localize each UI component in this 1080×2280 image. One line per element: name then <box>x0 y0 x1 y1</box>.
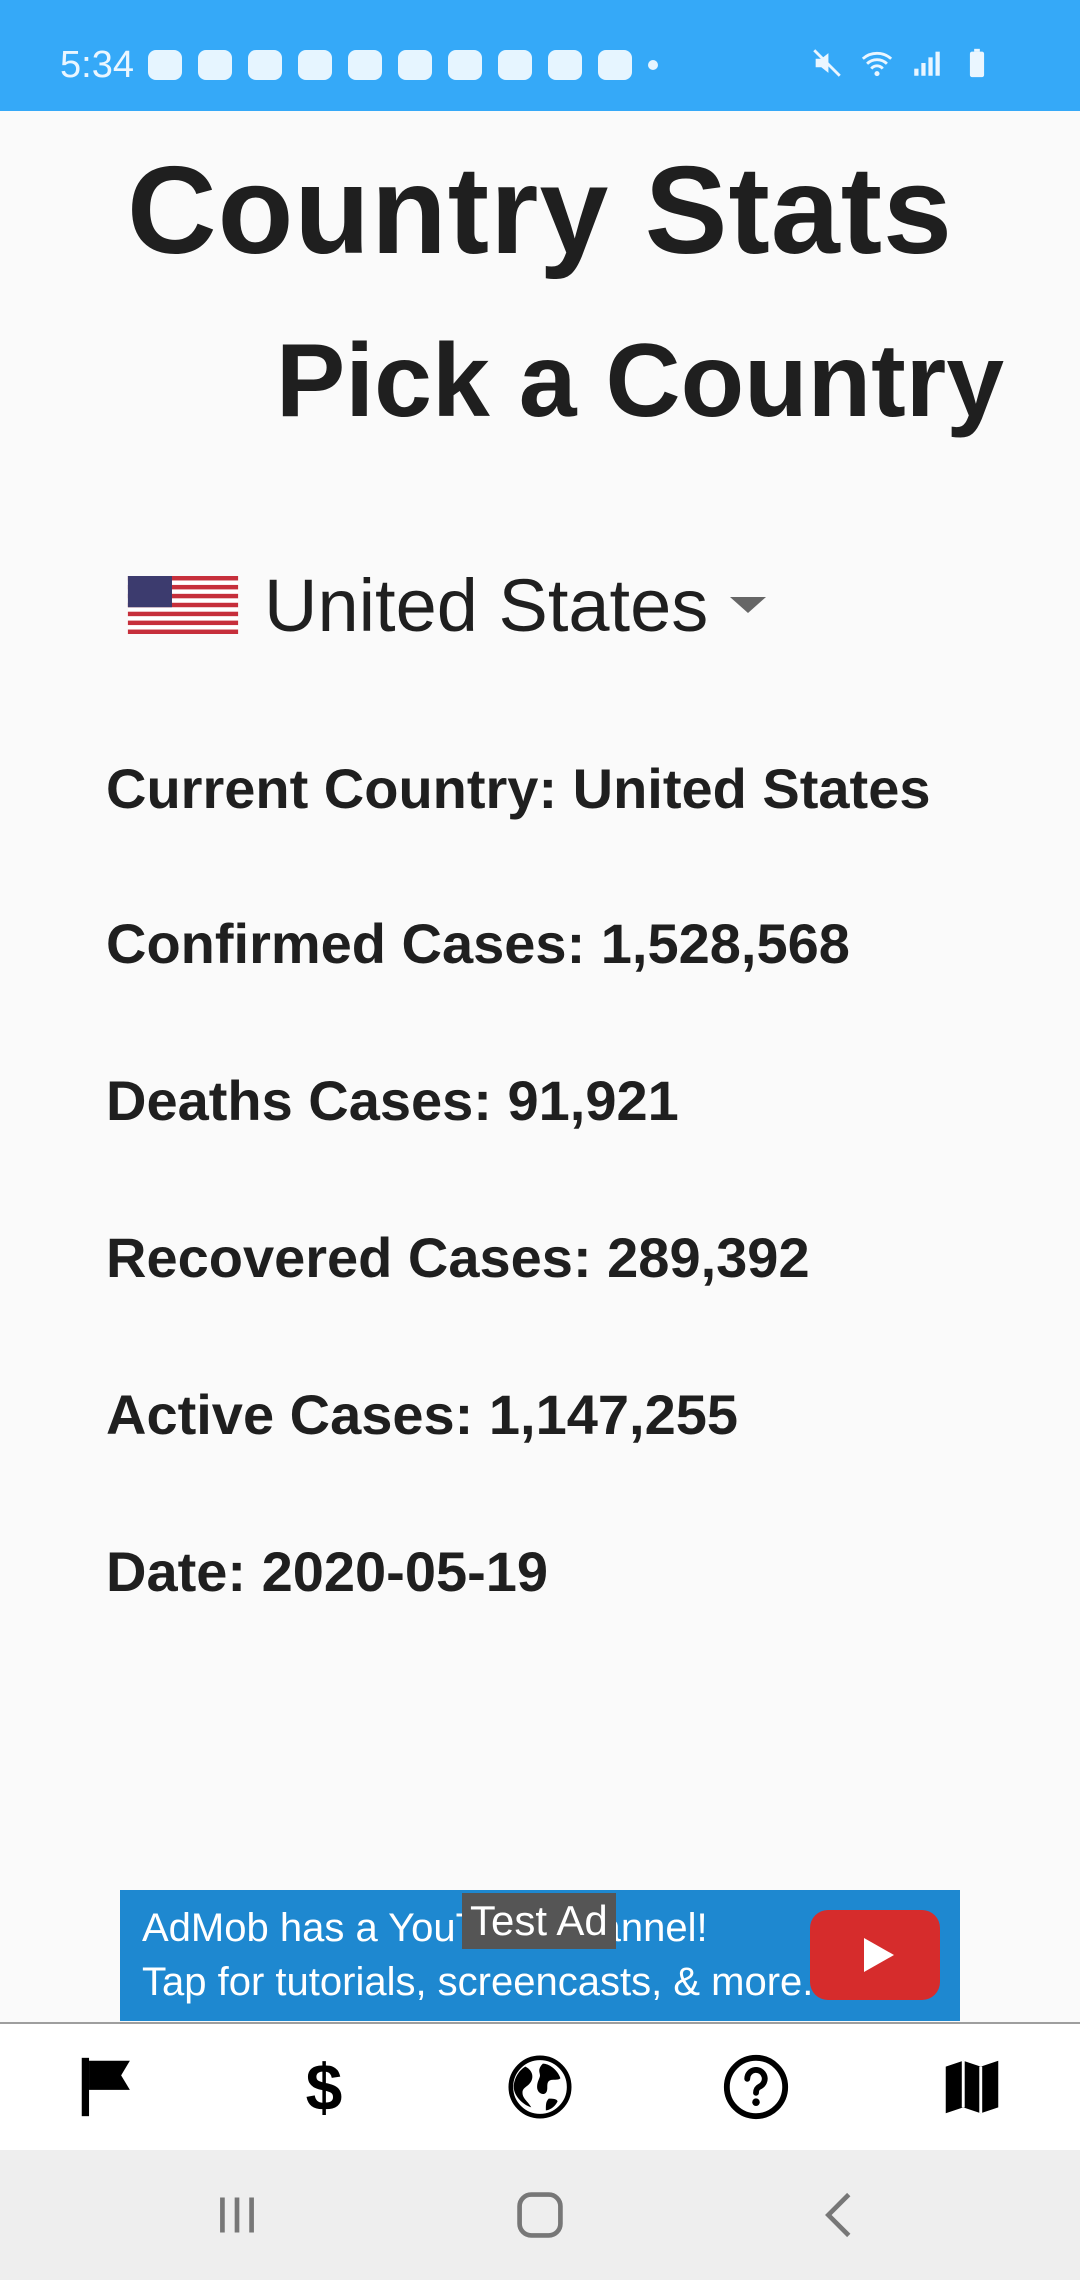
home-icon <box>517 2192 563 2238</box>
chevron-down-icon <box>730 597 767 613</box>
notification-icon <box>198 50 232 80</box>
dollar-icon: $ <box>305 2050 343 2124</box>
reddit-icon <box>498 50 532 80</box>
wifi-icon <box>861 51 893 77</box>
reddit-icon <box>348 50 382 80</box>
reddit-icon <box>398 50 432 80</box>
back-button[interactable] <box>805 2180 875 2250</box>
status-time: 5:34 <box>60 44 134 86</box>
battery-icon <box>969 48 985 78</box>
nav-country-stats[interactable] <box>0 2024 216 2150</box>
reddit-icon <box>448 50 482 80</box>
nav-map[interactable] <box>864 2024 1080 2150</box>
nav-help[interactable] <box>648 2024 864 2150</box>
flag-icon <box>81 2057 130 2117</box>
mail-icon <box>548 50 582 80</box>
page-subtitle: Pick a Country <box>275 323 1005 439</box>
recovered-cases-label: Recovered Cases: 289,392 <box>106 1226 810 1289</box>
nav-donate[interactable]: $ <box>216 2024 432 2150</box>
recents-button[interactable] <box>202 2180 272 2250</box>
help-icon <box>723 2054 789 2120</box>
selected-country: United States <box>264 563 709 647</box>
page-title: Country Stats <box>127 142 953 280</box>
country-dropdown[interactable]: United States <box>126 560 767 650</box>
back-icon <box>825 2192 851 2238</box>
signal-icon <box>914 51 940 76</box>
status-bar: 5:34 <box>0 0 1080 111</box>
gmail-icon <box>598 50 632 80</box>
ad-line-1: AdMob has a YouTube channel! <box>142 1906 708 1950</box>
home-button[interactable] <box>505 2180 575 2250</box>
globe-icon <box>508 2055 572 2119</box>
recents-icon <box>220 2197 254 2233</box>
us-flag-icon <box>127 576 239 634</box>
ad-line-2: Tap for tutorials, screencasts, & more. <box>142 1960 814 2004</box>
test-ad-badge: Test Ad <box>462 1893 616 1949</box>
current-country-label: Current Country: United States <box>106 757 931 820</box>
map-icon <box>945 2060 999 2114</box>
active-cases-label: Active Cases: 1,147,255 <box>106 1383 738 1446</box>
deaths-cases-label: Deaths Cases: 91,921 <box>106 1069 679 1132</box>
more-notifications-icon <box>648 60 658 70</box>
nav-global[interactable] <box>432 2024 648 2150</box>
notification-icons <box>148 50 658 80</box>
system-nav-bar <box>0 2150 1080 2280</box>
system-icons <box>810 46 994 80</box>
date-label: Date: 2020-05-19 <box>106 1540 549 1603</box>
notification-icon <box>298 50 332 80</box>
mute-icon <box>813 49 841 77</box>
confirmed-cases-label: Confirmed Cases: 1,528,568 <box>106 912 850 975</box>
bottom-nav: $ <box>0 2022 1080 2150</box>
snapchat-icon <box>148 50 182 80</box>
warning-icon <box>248 50 282 80</box>
youtube-play-icon <box>810 1910 940 2000</box>
